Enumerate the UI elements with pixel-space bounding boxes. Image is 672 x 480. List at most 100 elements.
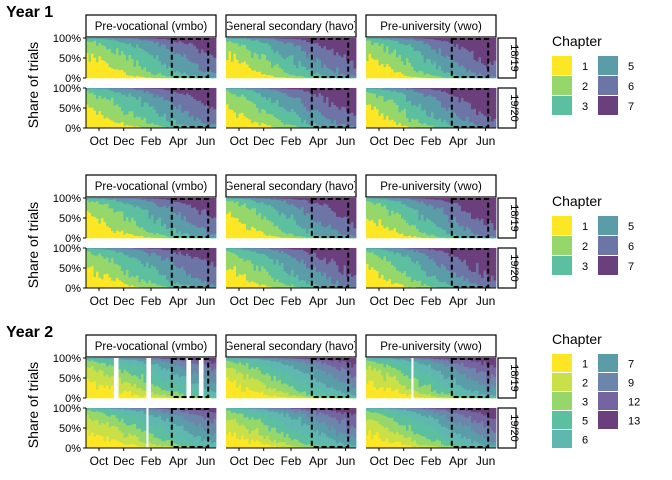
stack-segment <box>273 408 277 413</box>
stack-segment <box>421 396 424 399</box>
stack-segment <box>161 274 164 287</box>
stack-segment <box>141 119 144 128</box>
stack-segment <box>368 201 372 222</box>
stack-segment <box>203 123 207 128</box>
stack-segment <box>186 431 189 443</box>
stack-segment <box>266 248 269 250</box>
stack-segment <box>298 410 302 417</box>
stack-segment <box>166 396 169 399</box>
stack-segment <box>396 358 399 360</box>
stack-segment <box>296 224 299 237</box>
stack-segment <box>271 361 274 371</box>
stack-segment <box>371 58 374 79</box>
stack-segment <box>253 88 257 89</box>
stack-segment <box>228 88 232 93</box>
stack-segment <box>236 248 239 250</box>
stack-segment <box>288 38 292 39</box>
stack-segment <box>136 248 139 250</box>
stack-segment <box>201 209 204 228</box>
stack-segment <box>121 121 124 129</box>
stack-segment <box>168 415 172 423</box>
stack-segment <box>243 116 247 129</box>
stack-segment <box>418 122 422 128</box>
stack-segment <box>226 59 229 79</box>
stack-segment <box>96 362 99 373</box>
stack-segment <box>313 203 317 222</box>
stack-segment <box>168 368 172 380</box>
stack-segment <box>161 429 164 442</box>
stack-segment <box>288 96 292 113</box>
stack-segment <box>106 366 109 375</box>
stack-segment <box>188 198 192 205</box>
stack-segment <box>471 283 474 288</box>
stack-segment <box>163 248 167 251</box>
stack-segment <box>468 51 472 71</box>
stack-segment <box>326 409 329 415</box>
stack-segment <box>211 435 214 444</box>
stack-segment <box>156 88 159 89</box>
stack-segment <box>488 198 492 221</box>
stack-segment <box>413 368 417 378</box>
x-tick-label: Dec <box>113 454 134 468</box>
stack-segment <box>163 389 167 395</box>
stack-segment <box>376 38 379 39</box>
y-tick-label: 0% <box>65 73 81 85</box>
legend-key <box>598 256 618 275</box>
stack-segment <box>301 249 304 260</box>
stack-segment <box>233 362 237 370</box>
stack-segment <box>311 394 314 398</box>
stack-segment <box>313 221 317 236</box>
stack-segment <box>303 39 307 52</box>
stack-segment <box>383 199 387 206</box>
x-tick-label: Feb <box>281 454 302 468</box>
stack-segment <box>196 235 199 239</box>
stack-segment <box>466 236 469 239</box>
stack-segment <box>98 223 102 239</box>
stack-segment <box>393 121 397 129</box>
stack-segment <box>253 38 257 41</box>
stack-segment <box>258 362 262 371</box>
stack-segment <box>141 446 144 449</box>
stack-segment <box>446 198 449 202</box>
stack-segment <box>336 106 339 125</box>
x-tick-label: Feb <box>421 134 442 148</box>
stack-segment <box>428 74 432 79</box>
stack-segment <box>136 436 139 446</box>
stack-segment <box>278 229 282 238</box>
stack-segment <box>158 395 162 398</box>
stack-segment <box>378 358 382 364</box>
stack-segment <box>213 88 217 110</box>
stack-segment <box>268 358 272 361</box>
stack-segment <box>161 225 164 235</box>
stack-segment <box>298 408 302 412</box>
stack-segment <box>298 88 302 90</box>
stack-segment <box>96 271 99 289</box>
stack-segment <box>298 416 302 431</box>
stack-segment <box>196 117 199 128</box>
stack-segment <box>158 397 162 399</box>
stack-segment <box>426 285 429 289</box>
stack-segment <box>493 237 497 239</box>
stack-segment <box>201 103 204 123</box>
stack-segment <box>123 198 127 205</box>
stack-segment <box>181 93 184 113</box>
stack-segment <box>258 408 262 410</box>
stack-segment <box>186 408 189 410</box>
stack-segment <box>441 55 444 71</box>
stack-segment <box>231 200 234 218</box>
stack-segment <box>118 408 122 413</box>
stack-segment <box>148 38 152 41</box>
stack-segment <box>98 409 102 413</box>
stack-segment <box>91 408 94 410</box>
stack-segment <box>228 268 232 289</box>
row-strip <box>497 87 517 129</box>
stack-segment <box>318 271 322 287</box>
stack-segment <box>381 38 384 40</box>
stack-segment <box>448 77 452 79</box>
stack-segment <box>226 88 229 91</box>
stack-segment <box>211 106 214 125</box>
stack-segment <box>93 381 97 399</box>
stack-segment <box>268 248 272 250</box>
stack-segment <box>268 286 272 289</box>
stack-segment <box>111 408 114 411</box>
